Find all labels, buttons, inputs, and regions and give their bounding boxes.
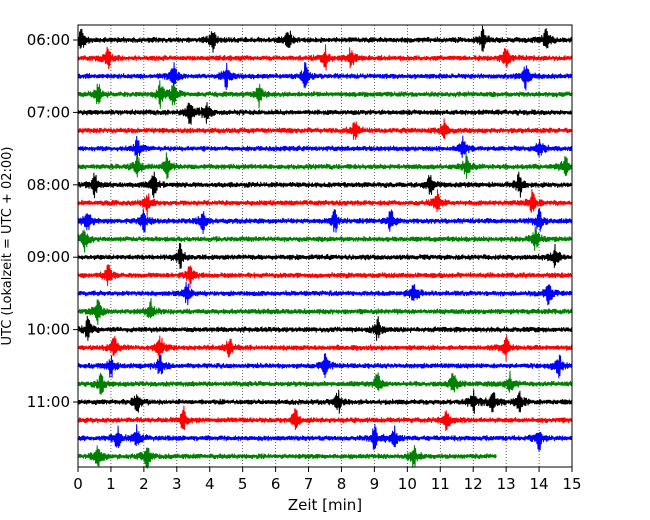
x-tick-label: 2 [139, 475, 149, 493]
seismic-trace [77, 62, 573, 91]
seismic-trace [77, 424, 573, 452]
x-tick-label: 7 [304, 475, 314, 493]
seismic-trace [77, 80, 573, 109]
x-tick-label: 5 [238, 475, 248, 493]
seismic-trace [77, 353, 573, 379]
seismic-trace [77, 102, 573, 125]
x-tick-label: 1 [106, 475, 116, 493]
seismic-trace [77, 25, 573, 53]
seismic-trace [77, 281, 573, 306]
seismic-trace [77, 226, 573, 253]
x-tick-label: 12 [464, 475, 483, 493]
seismic-trace [77, 44, 573, 71]
y-tick-label: 06:00 [27, 31, 70, 49]
x-axis-label: Zeit [min] [288, 496, 362, 514]
seismic-trace [77, 334, 573, 362]
x-axis: 0 1 2 3 4 5 6 7 8 9 10 11 12 13 14 15 [73, 467, 582, 493]
x-tick-label: 15 [562, 475, 581, 493]
seismic-trace [77, 171, 573, 199]
plot-frame [77, 24, 573, 468]
y-tick-label: 08:00 [27, 176, 70, 194]
x-tick-label: 3 [172, 475, 182, 493]
seismic-trace [77, 264, 573, 289]
x-tick-label: 4 [205, 475, 215, 493]
seismic-trace [77, 208, 573, 234]
x-tick-label: 13 [497, 475, 516, 493]
y-tick-label: 10:00 [27, 321, 70, 339]
x-tick-label: 0 [73, 475, 83, 493]
y-tick-label: 09:00 [27, 248, 70, 266]
x-tick-label: 10 [398, 475, 417, 493]
seismic-trace [77, 405, 573, 432]
seismic-trace [77, 445, 497, 469]
x-tick-label: 8 [337, 475, 347, 493]
x-tick-label: 14 [530, 475, 549, 493]
seismic-trace [77, 389, 573, 414]
y-tick-label: 11:00 [27, 393, 70, 411]
y-axis-label: UTC (Lokalzeit = UTC + 02:00) [0, 147, 15, 346]
seismic-trace [77, 152, 573, 180]
seismic-trace [77, 189, 573, 217]
seismic-trace [77, 135, 573, 161]
x-tick-label: 6 [271, 475, 281, 493]
y-axis: 06:00 07:00 08:00 09:00 10:00 11:00 [27, 31, 78, 411]
x-tick-label: 9 [370, 475, 380, 493]
seismic-trace [77, 118, 573, 140]
seismic-trace [77, 315, 573, 341]
seismic-trace [77, 370, 573, 395]
trace-series [77, 25, 573, 469]
x-tick-label: 11 [431, 475, 450, 493]
y-tick-label: 07:00 [27, 103, 70, 121]
seismic-trace [77, 243, 573, 270]
seismic-trace [77, 297, 573, 326]
